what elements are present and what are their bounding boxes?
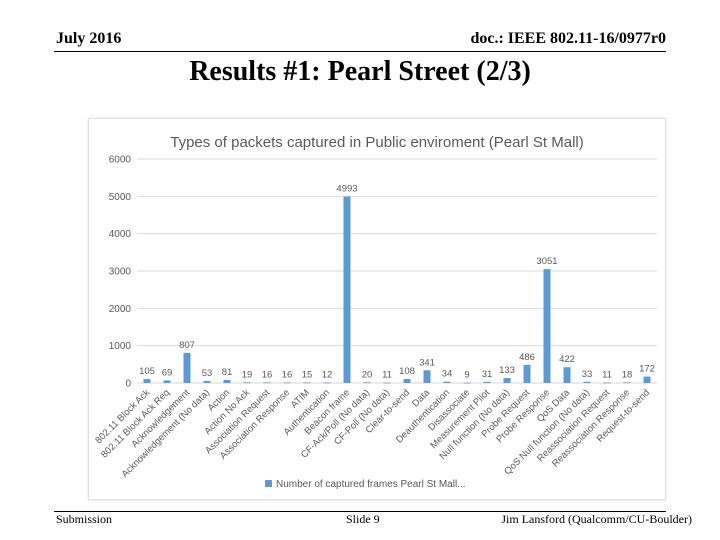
data-label: 12 — [322, 370, 333, 381]
y-tick-label: 0 — [125, 379, 131, 390]
y-tick-label: 2000 — [109, 304, 132, 315]
header-date: July 2016 — [56, 30, 122, 47]
footer-submission: Submission — [56, 512, 113, 526]
data-label: 20 — [362, 369, 373, 380]
bar — [263, 382, 271, 384]
bar — [623, 382, 631, 384]
data-label: 422 — [559, 354, 575, 365]
y-tick-label: 1000 — [109, 341, 132, 352]
gridlines — [137, 158, 657, 384]
bar — [183, 352, 191, 383]
bar — [383, 382, 391, 384]
header-doc-id: doc.: IEEE 802.11-16/0977r0 — [470, 30, 666, 47]
data-label: 172 — [639, 364, 655, 375]
footer-author: Jim Lansford (Qualcomm/CU-Boulder) — [501, 512, 692, 526]
bar — [643, 376, 651, 383]
data-label: 53 — [202, 368, 213, 379]
data-label: 486 — [519, 352, 535, 363]
bar — [583, 381, 591, 383]
data-label: 105 — [139, 366, 155, 377]
bar — [443, 381, 451, 383]
bar — [463, 382, 471, 384]
legend-label: Number of captured frames Pearl St Mall.… — [276, 479, 466, 490]
legend-swatch — [265, 480, 272, 487]
data-label: 15 — [302, 369, 313, 380]
bar — [363, 382, 371, 384]
data-labels: 105 69 807 53 81 19 16 16 15 12 4993 20 11 108 341 34 9 3… — [139, 184, 655, 381]
bar — [143, 379, 151, 383]
bar — [203, 381, 211, 383]
bar — [323, 382, 331, 384]
y-tick-label: 3000 — [109, 267, 132, 278]
data-label: 81 — [222, 367, 233, 378]
data-label: 34 — [442, 369, 453, 380]
y-axis-ticks: 0 1000 2000 3000 4000 5000 6000 — [109, 155, 132, 390]
chart-frame: Types of packets captured in Public envi… — [88, 118, 666, 500]
bar — [303, 382, 311, 384]
data-label: 341 — [419, 357, 435, 368]
data-label: 11 — [602, 370, 612, 381]
bar — [523, 364, 531, 383]
bar — [243, 382, 251, 384]
data-label: 16 — [282, 369, 293, 380]
bar — [283, 382, 291, 384]
bar — [503, 378, 511, 383]
data-label: 18 — [622, 369, 633, 380]
header-rule — [54, 51, 666, 52]
bar — [423, 370, 431, 383]
slide-title: Results #1: Pearl Street (2/3) — [189, 56, 531, 87]
bar — [403, 378, 411, 383]
data-label: 807 — [179, 340, 195, 351]
y-tick-label: 4000 — [109, 229, 132, 240]
data-label: 11 — [382, 370, 392, 381]
footer-rule — [54, 511, 666, 512]
y-tick-label: 6000 — [109, 155, 132, 166]
bar — [543, 269, 551, 383]
footer-slide-number: Slide 9 — [346, 512, 380, 526]
data-label: 3051 — [536, 256, 557, 267]
data-label: 31 — [482, 369, 493, 380]
bar — [603, 382, 611, 384]
data-label: 9 — [464, 370, 469, 381]
bars — [143, 196, 651, 384]
bar — [223, 379, 231, 383]
data-label: 16 — [262, 369, 273, 380]
bar — [163, 380, 171, 383]
data-label: 133 — [499, 365, 515, 376]
data-label: 33 — [582, 369, 593, 380]
bar — [563, 367, 571, 383]
legend: Number of captured frames Pearl St Mall.… — [265, 479, 466, 490]
data-label: 4993 — [336, 184, 357, 195]
y-tick-label: 5000 — [109, 192, 132, 203]
bar — [483, 381, 491, 383]
data-label: 108 — [399, 366, 415, 377]
data-label: 69 — [162, 367, 173, 378]
data-label: 19 — [242, 369, 253, 380]
chart-title: Types of packets captured in Public envi… — [170, 134, 584, 151]
bar-chart: Types of packets captured in Public envi… — [93, 134, 657, 490]
bar — [343, 196, 351, 383]
